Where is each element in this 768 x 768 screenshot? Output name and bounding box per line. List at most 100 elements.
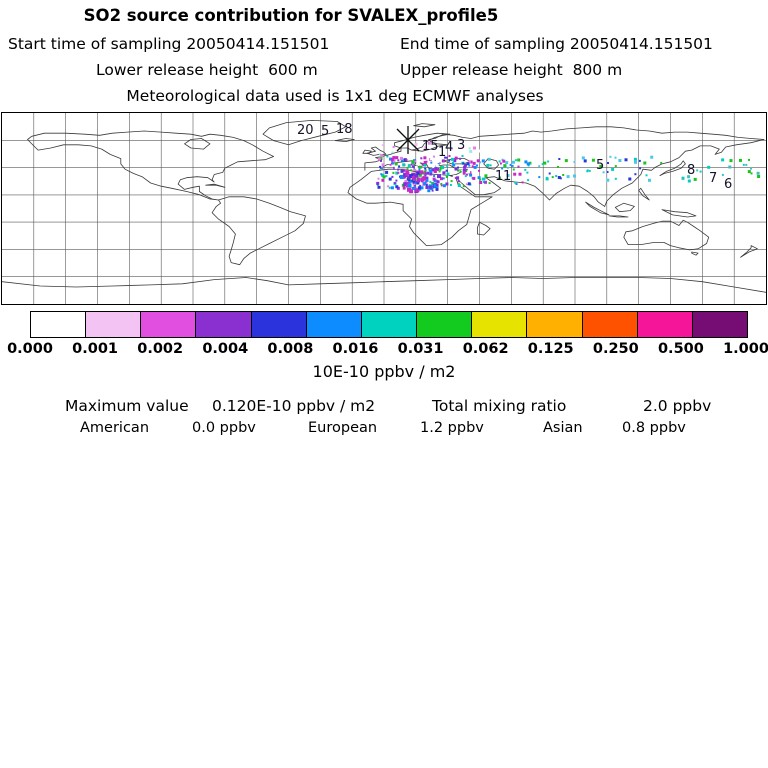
scatter-point (750, 172, 753, 175)
scatter-point (468, 141, 471, 144)
scatter-point (430, 157, 434, 161)
scatter-point (431, 182, 434, 185)
scatter-point (607, 162, 609, 164)
map-annotation: 5 (596, 158, 604, 173)
scatter-point (380, 159, 382, 162)
scatter-point (426, 171, 430, 175)
scatter-point (377, 157, 381, 161)
scatter-point (545, 177, 549, 181)
coastline (614, 202, 635, 213)
scatter-point (477, 149, 481, 153)
scatter-point (614, 177, 617, 180)
scatter-point (433, 155, 435, 158)
scatter-point (399, 175, 404, 179)
total-mixing-ratio-label: Total mixing ratio (432, 397, 567, 415)
colorbar-segment (417, 312, 473, 337)
scatter-point (416, 181, 420, 185)
colorbar-segment (637, 312, 693, 337)
scatter-point (562, 174, 565, 176)
colorbar-segment (582, 312, 638, 337)
scatter-point (394, 166, 398, 170)
scatter-point (681, 177, 684, 180)
scatter-point (413, 184, 416, 187)
scatter-point (425, 184, 428, 187)
scatter-point (417, 180, 420, 183)
coastline (476, 221, 491, 236)
scatter-point (423, 163, 427, 167)
scatter-point (437, 167, 440, 170)
scatter-point (559, 177, 562, 180)
scatter-point (418, 168, 421, 171)
scatter-point (513, 172, 517, 176)
scatter-point (509, 163, 512, 166)
scatter-point (429, 180, 432, 183)
coastline (604, 139, 765, 207)
scatter-point (442, 184, 446, 188)
map-annotation: 3 (457, 138, 465, 153)
scatter-point (611, 167, 615, 171)
scatter-point (451, 161, 454, 164)
scatter-point (420, 157, 423, 160)
scatter-point (441, 166, 445, 169)
colorbar-tick: 0.500 (657, 341, 704, 357)
scatter-point (424, 178, 427, 181)
scatter-point (438, 170, 441, 173)
scatter-point (503, 164, 507, 168)
coastline (638, 187, 650, 201)
scatter-point (440, 180, 443, 183)
scatter-point (477, 176, 481, 180)
map-annotation: 1 (503, 169, 511, 184)
scatter-point (628, 177, 632, 181)
scatter-point (410, 163, 413, 166)
region-asian-label: Asian (543, 420, 583, 436)
map-annotation: 4 (445, 140, 453, 155)
coastline (394, 132, 451, 151)
colorbar-segment (692, 312, 748, 337)
colorbar-tick: 0.002 (137, 341, 184, 357)
scatter-point (438, 180, 442, 184)
scatter-point (414, 165, 418, 169)
scatter-point (402, 186, 406, 190)
scatter-point (614, 165, 617, 168)
scatter-point (427, 189, 431, 193)
colorbar-units-label: 10E-10 ppbv / m2 (312, 362, 456, 381)
map-annotation: 20 (297, 123, 314, 138)
scatter-point (454, 156, 458, 160)
coastline (585, 201, 610, 216)
scatter-point (639, 167, 642, 170)
scatter-point (442, 171, 446, 175)
scatter-point (465, 169, 468, 172)
scatter-point (416, 171, 420, 175)
coastline (27, 130, 275, 201)
scatter-point (388, 177, 392, 181)
scatter-point (460, 176, 464, 180)
colorbar-tick: 0.000 (7, 341, 53, 357)
scatter-point (645, 174, 648, 177)
scatter-point (460, 179, 464, 183)
scatter-point (407, 176, 410, 179)
colorbar-segment (31, 312, 87, 337)
scatter-point (390, 182, 394, 186)
scatter-point (643, 161, 647, 165)
scatter-point (417, 186, 421, 190)
scatter-point (756, 171, 760, 175)
scatter-point (566, 175, 570, 179)
scatter-point (479, 161, 482, 164)
colorbar-segment (306, 312, 362, 337)
scatter-point (424, 171, 427, 174)
scatter-point (385, 158, 388, 161)
scatter-point (391, 157, 394, 161)
scatter-point (436, 180, 440, 184)
scatter-point (387, 185, 390, 188)
scatter-point (687, 175, 691, 179)
scatter-point (432, 166, 435, 169)
scatter-point (437, 175, 440, 178)
scatter-point (478, 169, 480, 172)
scatter-point (551, 176, 554, 179)
scatter-point (435, 184, 438, 186)
scatter-point (434, 167, 438, 170)
coastline (483, 158, 500, 170)
map-annotation: 1 (495, 169, 503, 184)
scatter-point (461, 155, 464, 157)
